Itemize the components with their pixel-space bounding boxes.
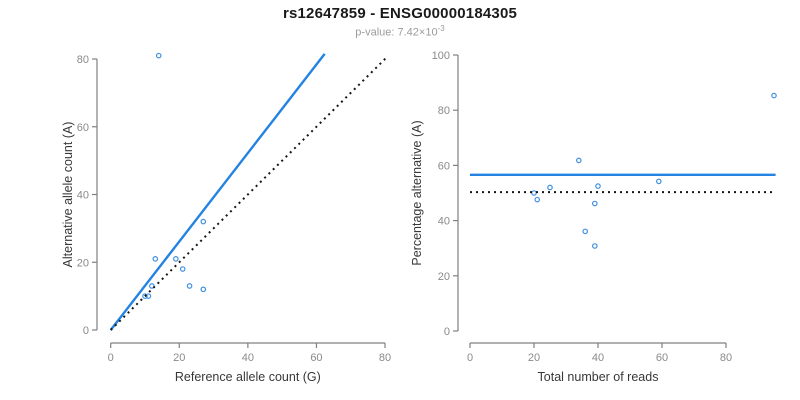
data-point	[200, 286, 207, 293]
x-tick-label: 60	[656, 352, 668, 364]
data-point	[534, 196, 541, 203]
data-point	[595, 183, 601, 189]
x-tick-label: 80	[379, 352, 391, 364]
x-axis-title: Total number of reads	[538, 370, 659, 384]
p-value-subtitle: p-value: 7.42×10-3	[0, 24, 800, 39]
percentage-vs-reads-plot: 0 20 40 60 80 100 0 20 40 60 80 Total number of rea…	[410, 50, 777, 384]
y-tick-label: 60	[438, 160, 450, 172]
y-tick-label: 80	[438, 105, 450, 117]
data-point	[547, 184, 553, 191]
x-tick-label: 20	[173, 352, 185, 364]
data-point	[591, 200, 598, 207]
data-point	[531, 190, 537, 196]
y-tick-label: 60	[77, 122, 89, 134]
y-tick-label: 80	[77, 54, 89, 66]
x-tick-label: 20	[528, 352, 540, 364]
y-axis-title: Alternative allele count (A)	[61, 122, 75, 268]
data-point	[179, 266, 186, 272]
y-tick-label: 40	[77, 190, 89, 202]
data-point	[155, 52, 162, 59]
y-tick-label: 0	[444, 326, 450, 338]
p-value-text: p-value: 7.42×10	[355, 26, 438, 39]
data-point	[200, 218, 207, 225]
y-tick-label: 20	[77, 257, 89, 269]
data-point	[173, 256, 179, 262]
x-tick-label: 0	[467, 352, 473, 364]
fit-line	[109, 53, 326, 331]
p-value-exponent: -3	[437, 24, 445, 33]
x-tick-label: 0	[108, 352, 114, 364]
data-point	[152, 256, 159, 262]
x-tick-label: 40	[592, 352, 604, 364]
y-tick-label: 100	[432, 50, 450, 62]
x-tick-label: 60	[310, 352, 322, 364]
y-tick-label: 40	[438, 216, 450, 228]
data-point	[591, 243, 598, 249]
data-point	[575, 157, 582, 164]
y-axis-title: Percentage alternative (A)	[410, 120, 424, 265]
figure-title: rs12647859 - ENSG00000184305	[282, 5, 518, 22]
identity-line	[109, 56, 388, 331]
x-axis-title: Reference allele count (G)	[175, 370, 321, 384]
data-point	[186, 283, 193, 289]
y-tick-label: 0	[83, 325, 89, 337]
x-tick-label: 40	[242, 352, 254, 364]
data-point	[142, 293, 148, 299]
data-point	[771, 92, 777, 99]
allele-counts-plot: 0 20 40 60 80 0 20 40 60 80 Reference allele count…	[61, 52, 391, 384]
x-tick-label: 80	[720, 352, 732, 364]
y-tick-label: 20	[438, 271, 450, 283]
data-point	[655, 178, 662, 185]
data-point	[582, 228, 589, 235]
